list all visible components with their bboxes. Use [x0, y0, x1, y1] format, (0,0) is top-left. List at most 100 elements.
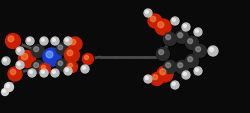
Circle shape: [64, 38, 72, 46]
Circle shape: [51, 38, 60, 46]
Circle shape: [195, 69, 198, 72]
Circle shape: [58, 46, 62, 50]
Circle shape: [28, 69, 36, 77]
Circle shape: [34, 63, 39, 68]
Circle shape: [182, 71, 190, 79]
Circle shape: [17, 49, 20, 52]
Circle shape: [171, 81, 179, 89]
Circle shape: [151, 73, 164, 87]
Circle shape: [6, 84, 10, 88]
Circle shape: [208, 47, 219, 57]
Circle shape: [182, 24, 190, 32]
Circle shape: [183, 25, 186, 28]
Circle shape: [182, 24, 190, 32]
Circle shape: [208, 47, 218, 56]
Circle shape: [67, 62, 78, 74]
Circle shape: [160, 69, 166, 75]
Circle shape: [52, 39, 56, 42]
Circle shape: [164, 61, 177, 75]
Circle shape: [4, 83, 14, 92]
Circle shape: [145, 77, 148, 80]
Circle shape: [2, 89, 9, 96]
Circle shape: [41, 66, 46, 70]
Circle shape: [84, 56, 88, 60]
Circle shape: [2, 58, 10, 66]
Circle shape: [172, 83, 176, 86]
Circle shape: [56, 60, 69, 72]
Circle shape: [5, 83, 14, 92]
Circle shape: [186, 55, 199, 69]
Circle shape: [156, 48, 170, 61]
Circle shape: [26, 38, 34, 46]
Circle shape: [195, 30, 198, 33]
Circle shape: [183, 73, 186, 76]
Circle shape: [19, 51, 36, 69]
Circle shape: [194, 67, 202, 75]
Circle shape: [8, 67, 22, 81]
Circle shape: [32, 45, 44, 58]
Circle shape: [43, 49, 62, 68]
Circle shape: [188, 57, 193, 62]
Circle shape: [18, 51, 36, 68]
Circle shape: [56, 44, 68, 55]
Circle shape: [51, 38, 59, 46]
Circle shape: [157, 66, 173, 82]
Circle shape: [210, 48, 214, 52]
Circle shape: [145, 11, 148, 14]
Circle shape: [68, 64, 72, 68]
Circle shape: [82, 67, 86, 70]
Circle shape: [46, 52, 53, 58]
Circle shape: [41, 71, 44, 74]
Circle shape: [6, 34, 22, 50]
Circle shape: [64, 38, 72, 46]
Circle shape: [178, 33, 183, 38]
Circle shape: [188, 39, 193, 44]
Circle shape: [186, 55, 198, 68]
Circle shape: [10, 70, 16, 75]
Circle shape: [64, 48, 80, 63]
Circle shape: [65, 39, 68, 42]
Circle shape: [194, 68, 202, 76]
Circle shape: [144, 10, 152, 18]
Circle shape: [16, 61, 24, 69]
Circle shape: [164, 61, 176, 74]
Circle shape: [40, 69, 48, 78]
Circle shape: [26, 38, 34, 46]
Circle shape: [155, 20, 172, 37]
Circle shape: [22, 54, 28, 60]
Circle shape: [34, 47, 39, 52]
Circle shape: [66, 62, 78, 73]
Circle shape: [194, 29, 202, 37]
Circle shape: [144, 10, 152, 18]
Circle shape: [6, 34, 20, 49]
Circle shape: [8, 68, 23, 82]
Circle shape: [68, 38, 83, 52]
Circle shape: [16, 62, 24, 70]
Circle shape: [176, 31, 189, 45]
Circle shape: [157, 67, 174, 83]
Circle shape: [148, 15, 162, 29]
Circle shape: [150, 73, 164, 86]
Circle shape: [196, 47, 201, 52]
Circle shape: [153, 75, 158, 80]
Circle shape: [27, 39, 30, 42]
Circle shape: [16, 48, 24, 55]
Circle shape: [51, 69, 60, 78]
Circle shape: [67, 51, 73, 56]
Circle shape: [194, 29, 202, 37]
Circle shape: [65, 48, 80, 64]
Circle shape: [51, 69, 59, 77]
Circle shape: [81, 65, 89, 73]
Circle shape: [171, 18, 179, 26]
Circle shape: [28, 69, 36, 78]
Circle shape: [40, 64, 50, 75]
Circle shape: [158, 22, 164, 29]
Circle shape: [64, 68, 72, 76]
Circle shape: [164, 33, 176, 46]
Circle shape: [40, 64, 51, 76]
Circle shape: [171, 18, 179, 26]
Circle shape: [52, 71, 56, 74]
Circle shape: [176, 31, 188, 44]
Circle shape: [32, 61, 44, 74]
Circle shape: [81, 66, 90, 74]
